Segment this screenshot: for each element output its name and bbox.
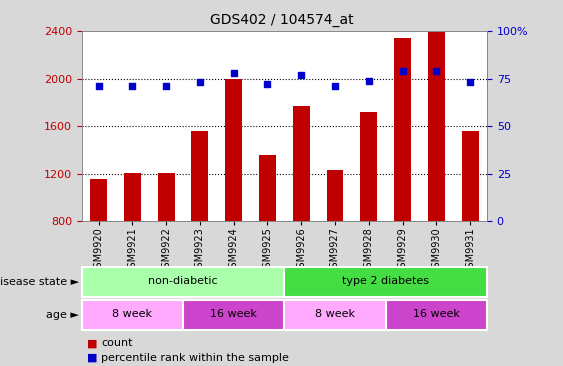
Point [263, 82, 272, 87]
Bar [327, 170, 343, 221]
Bar [124, 173, 141, 221]
Bar [158, 173, 175, 221]
Text: percentile rank within the sample: percentile rank within the sample [101, 353, 289, 363]
Point [330, 83, 339, 89]
Point [94, 83, 103, 89]
Point [466, 79, 475, 85]
Point [297, 72, 306, 78]
Point [229, 70, 238, 76]
Point [195, 79, 204, 85]
Bar [284, 267, 487, 296]
Bar [183, 300, 284, 329]
Bar [191, 131, 208, 221]
Bar [360, 112, 377, 221]
Text: age ►: age ► [46, 310, 79, 320]
Text: ■: ■ [87, 338, 98, 348]
Bar [82, 300, 183, 329]
Text: 8 week: 8 week [315, 309, 355, 319]
Bar [259, 155, 276, 221]
Bar [225, 79, 242, 221]
Point [364, 78, 373, 83]
Bar [284, 300, 386, 329]
Bar [90, 179, 107, 221]
Bar [386, 300, 487, 329]
Text: 8 week: 8 week [112, 309, 153, 319]
Point [162, 83, 171, 89]
Text: count: count [101, 338, 133, 348]
Point [398, 68, 407, 74]
Bar [462, 131, 479, 221]
Text: ■: ■ [87, 353, 98, 363]
Point [432, 68, 441, 74]
Bar [293, 106, 310, 221]
Point [128, 83, 137, 89]
Bar [394, 38, 411, 221]
Text: non-diabetic: non-diabetic [148, 276, 218, 286]
Bar [428, 32, 445, 221]
Text: disease state ►: disease state ► [0, 277, 79, 287]
Text: GDS402 / 104574_at: GDS402 / 104574_at [209, 13, 354, 27]
Bar [82, 267, 284, 296]
Text: 16 week: 16 week [210, 309, 257, 319]
Text: 16 week: 16 week [413, 309, 460, 319]
Text: type 2 diabetes: type 2 diabetes [342, 276, 429, 286]
